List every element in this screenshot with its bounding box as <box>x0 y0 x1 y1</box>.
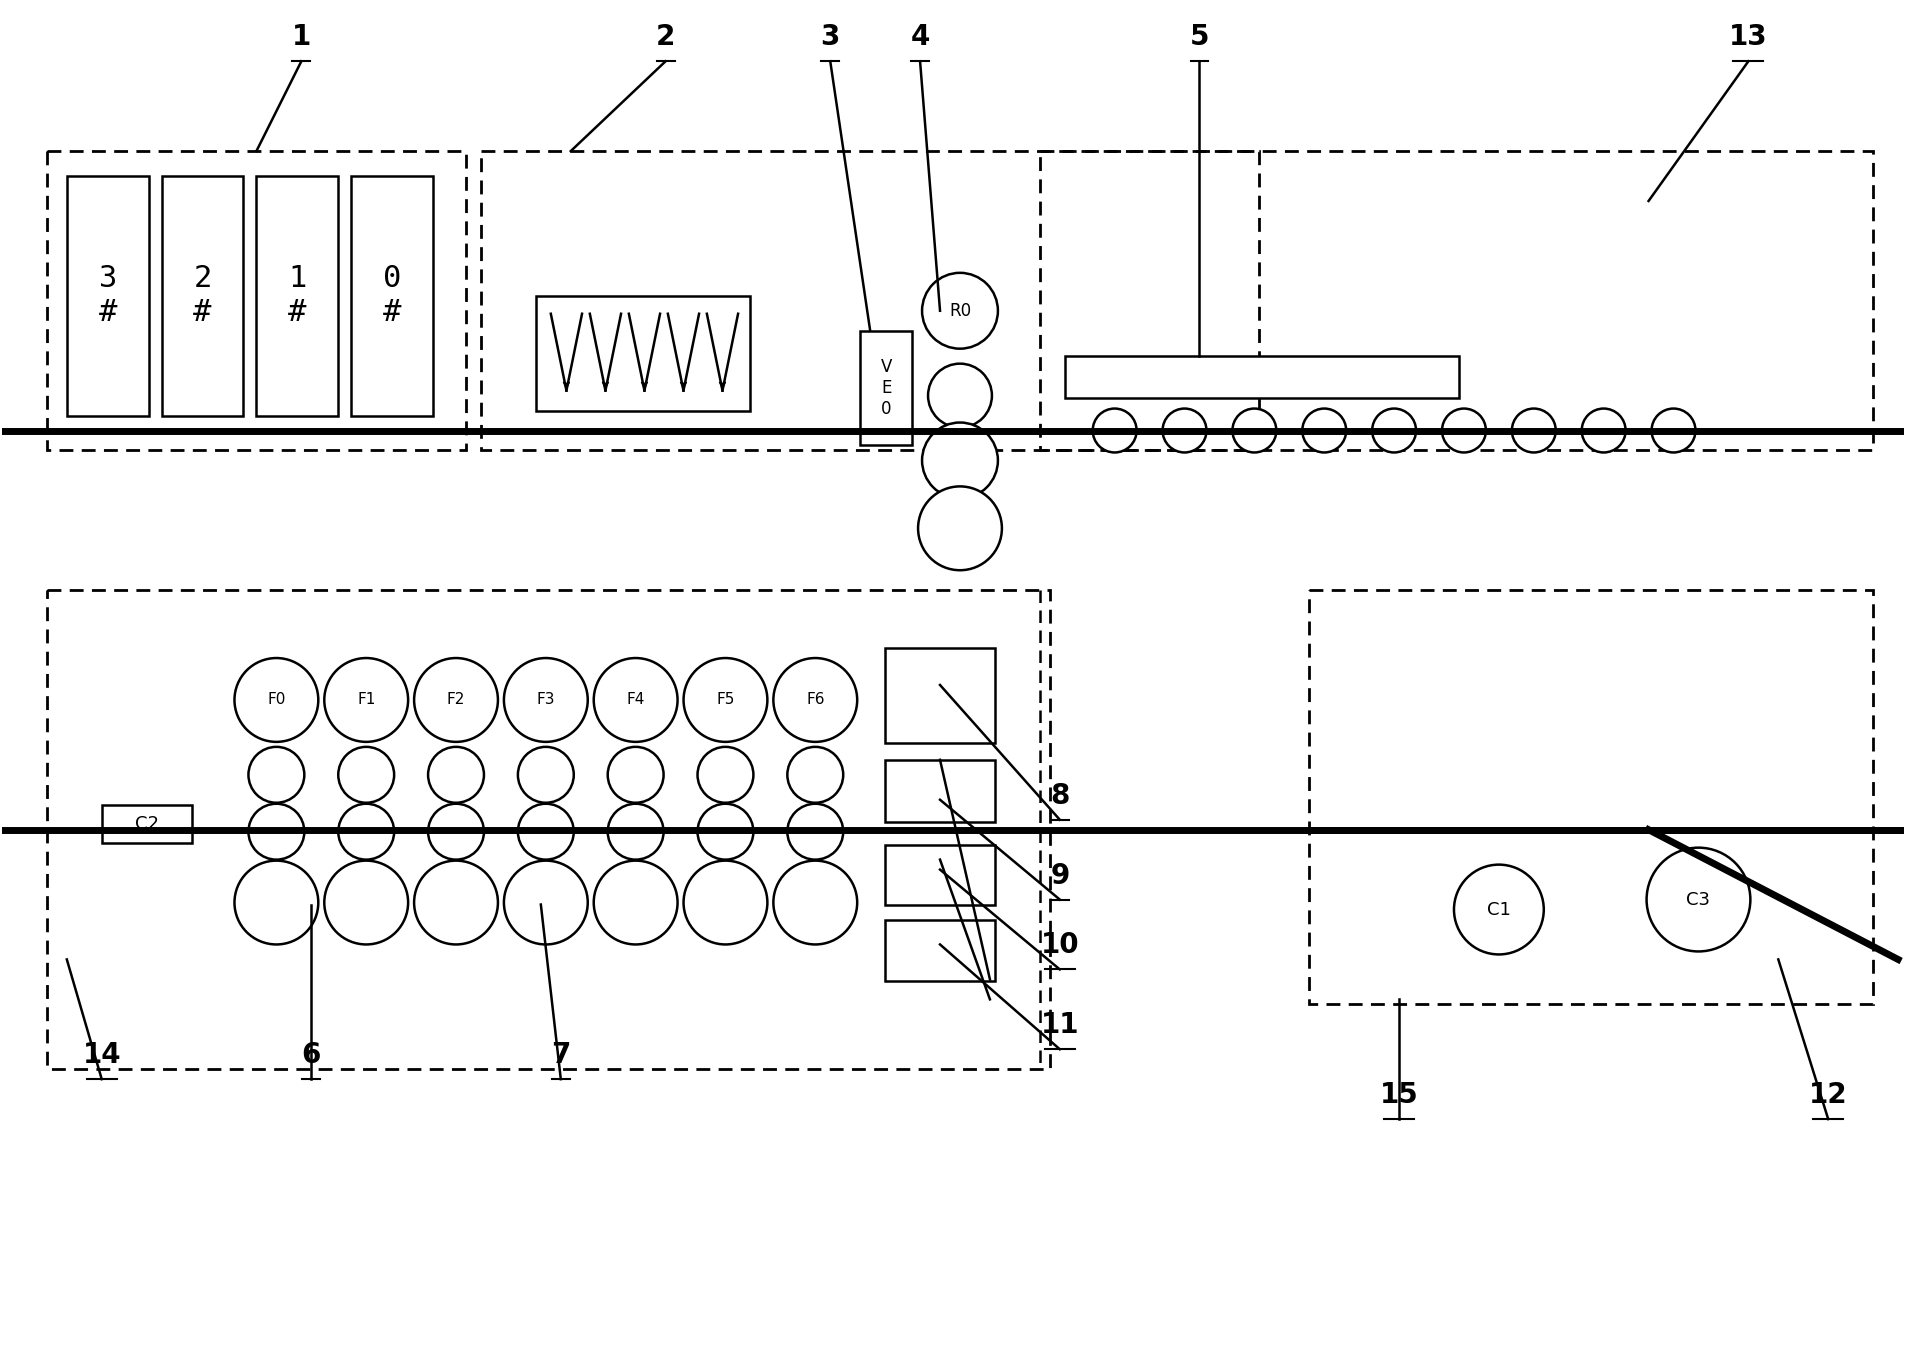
Circle shape <box>337 804 394 860</box>
Bar <box>884 845 994 904</box>
Circle shape <box>684 861 768 944</box>
Circle shape <box>697 747 752 802</box>
Text: C3: C3 <box>1686 891 1709 908</box>
Circle shape <box>1454 865 1543 955</box>
Circle shape <box>503 658 587 741</box>
Bar <box>101 805 192 843</box>
Text: 2: 2 <box>655 23 674 52</box>
Circle shape <box>337 747 394 802</box>
Circle shape <box>1652 408 1695 453</box>
Text: 12: 12 <box>1808 1081 1846 1110</box>
Circle shape <box>1092 408 1135 453</box>
Bar <box>1309 590 1873 1004</box>
Bar <box>884 760 994 821</box>
Circle shape <box>234 861 318 944</box>
Text: 15: 15 <box>1379 1081 1417 1110</box>
Circle shape <box>918 487 1002 570</box>
Circle shape <box>503 861 587 944</box>
Bar <box>884 919 994 982</box>
Circle shape <box>248 804 305 860</box>
Circle shape <box>234 658 318 741</box>
Text: 2
#: 2 # <box>192 264 211 328</box>
Bar <box>351 175 432 416</box>
Circle shape <box>429 804 484 860</box>
Circle shape <box>518 804 573 860</box>
Text: F2: F2 <box>446 692 465 707</box>
Bar <box>859 330 912 446</box>
Text: 8: 8 <box>1050 782 1069 809</box>
Circle shape <box>594 861 676 944</box>
Text: 3
#: 3 # <box>99 264 116 328</box>
Text: 10: 10 <box>1040 932 1078 959</box>
Circle shape <box>1646 847 1749 952</box>
Bar <box>162 175 244 416</box>
Circle shape <box>429 747 484 802</box>
Text: V
E
0: V E 0 <box>880 358 892 418</box>
Circle shape <box>922 273 998 348</box>
Circle shape <box>773 658 857 741</box>
Circle shape <box>608 747 663 802</box>
Circle shape <box>324 861 408 944</box>
Text: F4: F4 <box>627 692 644 707</box>
Circle shape <box>324 658 408 741</box>
Circle shape <box>787 747 842 802</box>
Circle shape <box>773 861 857 944</box>
Text: 6: 6 <box>301 1042 320 1069</box>
Text: F3: F3 <box>537 692 554 707</box>
Text: 1: 1 <box>291 23 311 52</box>
Circle shape <box>1233 408 1276 453</box>
Text: F5: F5 <box>716 692 733 707</box>
Circle shape <box>787 804 842 860</box>
Text: 11: 11 <box>1040 1012 1078 1039</box>
Text: F0: F0 <box>267 692 286 707</box>
Circle shape <box>413 658 497 741</box>
Circle shape <box>608 804 663 860</box>
Circle shape <box>594 658 676 741</box>
Text: 7: 7 <box>551 1042 570 1069</box>
Text: R0: R0 <box>949 302 970 320</box>
Text: F6: F6 <box>806 692 825 707</box>
Circle shape <box>922 423 998 498</box>
Text: C2: C2 <box>135 815 158 832</box>
Circle shape <box>518 747 573 802</box>
Circle shape <box>1581 408 1625 453</box>
Text: C1: C1 <box>1486 900 1511 918</box>
Text: 14: 14 <box>82 1042 122 1069</box>
Circle shape <box>697 804 752 860</box>
Text: 4: 4 <box>911 23 930 52</box>
Text: 3: 3 <box>821 23 840 52</box>
Circle shape <box>248 747 305 802</box>
Text: 5: 5 <box>1189 23 1208 52</box>
Text: 13: 13 <box>1728 23 1766 52</box>
Circle shape <box>1511 408 1554 453</box>
Text: 0
#: 0 # <box>383 264 402 328</box>
Text: 9: 9 <box>1050 862 1069 889</box>
Bar <box>1040 151 1873 450</box>
Bar <box>48 590 1050 1069</box>
Bar <box>480 151 1259 450</box>
Bar <box>48 151 465 450</box>
Bar <box>535 295 751 411</box>
Bar <box>1065 356 1457 397</box>
Bar <box>884 649 994 743</box>
Circle shape <box>1162 408 1206 453</box>
Circle shape <box>684 658 768 741</box>
Circle shape <box>1442 408 1486 453</box>
Circle shape <box>1372 408 1415 453</box>
Circle shape <box>413 861 497 944</box>
Bar <box>257 175 337 416</box>
Bar <box>67 175 149 416</box>
Circle shape <box>928 363 991 427</box>
Text: F1: F1 <box>356 692 375 707</box>
Circle shape <box>1301 408 1345 453</box>
Text: 1
#: 1 # <box>288 264 307 328</box>
